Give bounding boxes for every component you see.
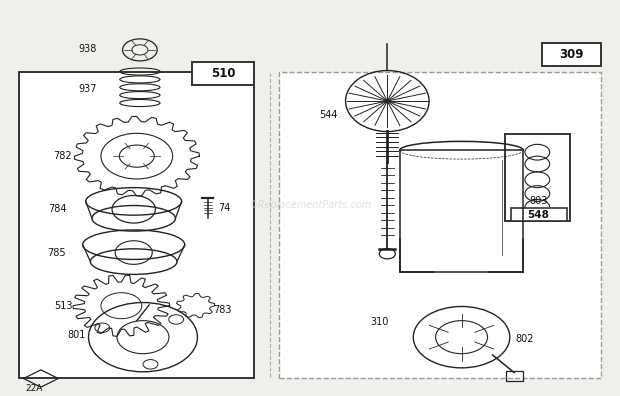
- Text: 938: 938: [78, 44, 97, 54]
- FancyBboxPatch shape: [511, 208, 567, 221]
- Text: 782: 782: [53, 151, 72, 161]
- FancyBboxPatch shape: [192, 63, 254, 85]
- FancyBboxPatch shape: [505, 135, 570, 221]
- Text: 309: 309: [559, 48, 583, 61]
- Text: 783: 783: [213, 305, 231, 315]
- Text: ©ReplacementParts.com: ©ReplacementParts.com: [249, 200, 371, 210]
- Text: 785: 785: [47, 248, 66, 258]
- FancyBboxPatch shape: [19, 72, 254, 379]
- Text: 802: 802: [515, 334, 534, 344]
- Text: 74: 74: [218, 204, 231, 213]
- Bar: [506, 371, 523, 381]
- Text: 803: 803: [529, 196, 548, 206]
- Text: 801: 801: [68, 330, 86, 340]
- Text: 510: 510: [211, 67, 236, 80]
- Bar: [400, 150, 523, 272]
- Text: 513: 513: [55, 301, 73, 311]
- Text: 310: 310: [370, 318, 389, 327]
- Text: 784: 784: [48, 204, 67, 214]
- Text: 937: 937: [78, 84, 97, 94]
- FancyBboxPatch shape: [542, 43, 601, 66]
- Text: 548: 548: [528, 210, 549, 220]
- Text: 22A: 22A: [25, 384, 43, 393]
- Text: 544: 544: [319, 110, 338, 120]
- FancyBboxPatch shape: [279, 72, 601, 379]
